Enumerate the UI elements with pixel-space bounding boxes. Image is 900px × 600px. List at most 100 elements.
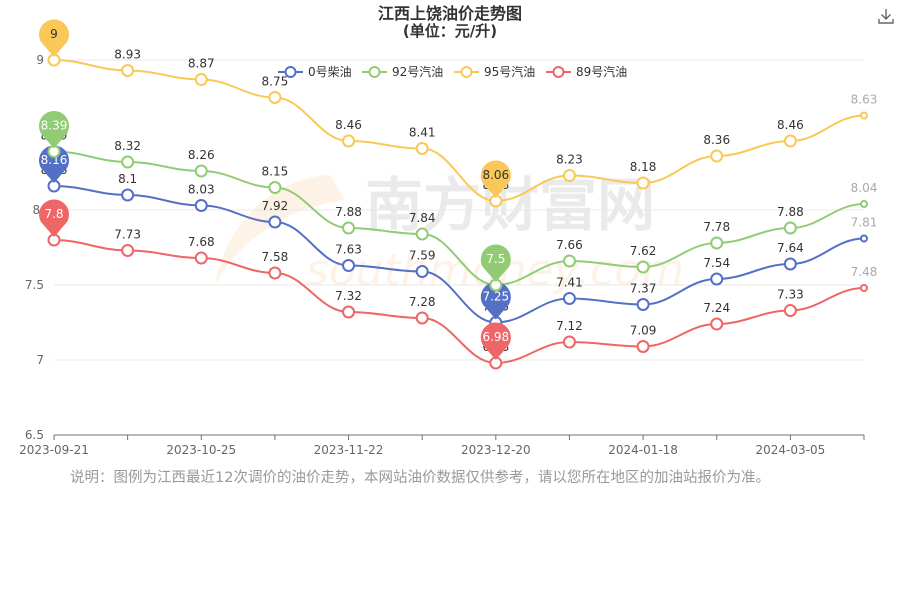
data-point[interactable] [415,142,429,155]
x-tick-label: 2023-11-22 [314,443,384,457]
data-point[interactable] [783,304,797,317]
marker-pin [480,282,511,320]
data-point[interactable] [194,164,208,178]
data-label: 7.28 [409,295,436,309]
data-label: 7.24 [703,301,730,315]
data-point[interactable] [636,176,650,190]
data-label: 8.04 [851,181,878,195]
data-label: 7.68 [188,235,215,249]
data-point[interactable] [268,181,282,194]
data-label: 7.41 [556,276,583,290]
marker-pin-label: 8.39 [41,119,68,133]
data-point[interactable] [783,221,797,235]
data-label: 8.15 [262,165,289,179]
data-point[interactable] [194,199,208,212]
legend-label: 89号汽油 [576,64,627,79]
data-point[interactable] [415,265,429,278]
data-point[interactable] [710,236,724,250]
series-points-1: 8.39 8.32 8.26 8.15 7.88 7.84 7.5 7.66 7.62 7.78 7… [39,111,878,292]
data-point[interactable] [268,215,282,229]
data-point[interactable] [268,266,282,280]
data-point[interactable] [415,311,429,325]
data-label: 7.32 [335,289,362,303]
data-label: 8.87 [188,57,215,71]
data-label: 7.48 [851,265,878,279]
data-label: 8.46 [335,118,362,132]
data-label: 7.12 [556,319,583,333]
data-point[interactable] [562,292,576,305]
legend-label: 95号汽油 [484,64,535,79]
data-label: 8.32 [114,139,141,153]
marker-pin-label: 6.98 [482,330,509,344]
data-point[interactable] [121,188,135,202]
data-point[interactable] [710,149,724,163]
data-point[interactable] [562,169,576,182]
data-label: 8.41 [409,126,436,140]
data-label: 7.84 [409,211,436,225]
series-points-2: 9 8.93 8.87 8.75 8.46 8.41 8.06 8.23 8.18 8.36 8.4… [39,19,877,208]
data-point[interactable] [636,260,650,274]
data-label: 7.88 [777,205,804,219]
data-point[interactable] [194,73,208,86]
marker-pin-label: 8.06 [482,168,509,182]
data-label: 8.1 [118,172,137,186]
data-point[interactable] [710,317,724,331]
legend-item[interactable]: 0号柴油 [278,65,352,79]
download-icon[interactable] [876,6,896,26]
data-point[interactable] [342,259,356,272]
marker-pin [39,145,70,183]
data-point[interactable] [783,257,797,271]
marker-pin [39,111,70,149]
data-label: 7.78 [703,220,730,234]
marker-pin [39,199,70,237]
data-point[interactable] [860,234,868,243]
marker-pin-label: 9 [50,27,58,41]
chart-note: 说明：图例为江西最近12次调价的油价走势，本网站油价数据仅供参考，请以您所在地区… [70,470,770,486]
y-tick-label: 9 [36,53,44,67]
data-label: 7.09 [630,324,657,338]
data-label: 8.75 [262,75,289,89]
series-points-3: 7.8 7.73 7.68 7.58 7.32 7.28 6.98 7.12 7.09 7.24 7… [39,199,878,370]
watermark-text: 南方财富网 [365,171,655,239]
data-point[interactable] [415,227,429,241]
marker-pin [480,244,511,282]
data-point[interactable] [342,221,356,235]
data-point[interactable] [562,254,576,268]
data-label: 7.37 [630,282,657,296]
data-label: 7.66 [556,238,583,252]
legend-item[interactable]: 95号汽油 [454,64,535,79]
marker-pin-label: 7.5 [486,252,505,266]
legend-item[interactable]: 89号汽油 [546,64,627,79]
data-point[interactable] [268,91,282,104]
data-point[interactable] [121,64,135,77]
data-point[interactable] [636,298,650,311]
y-tick-label: 8. [33,203,44,217]
data-point[interactable] [860,111,868,120]
data-label: 8.23 [556,153,583,167]
data-label: 7.92 [262,199,289,213]
data-point[interactable] [860,284,868,292]
data-point[interactable] [342,134,356,148]
legend: 0号柴油 92号汽油 95号汽油 89号汽油 [278,64,627,79]
data-label: 8.03 [188,183,215,197]
data-point[interactable] [121,244,135,257]
data-point[interactable] [342,305,356,319]
data-point[interactable] [710,272,724,286]
data-label: 7.59 [409,249,436,263]
chart-subtitle: (单位：元/升) [402,22,498,40]
data-label: 7.81 [851,216,878,230]
data-point[interactable] [783,134,797,148]
data-label: 7.73 [114,228,141,242]
data-point[interactable] [194,251,208,265]
data-point[interactable] [121,155,135,169]
data-label: 8.46 [777,118,804,132]
legend-item[interactable]: 92号汽油 [362,64,443,79]
data-point[interactable] [860,200,868,208]
data-point[interactable] [636,340,650,353]
watermark-swoosh [215,175,345,285]
legend-marker [552,66,565,78]
x-tick-label: 2023-09-21 [19,443,89,457]
marker-pin-label: 7.25 [482,290,509,304]
data-point[interactable] [562,335,576,349]
